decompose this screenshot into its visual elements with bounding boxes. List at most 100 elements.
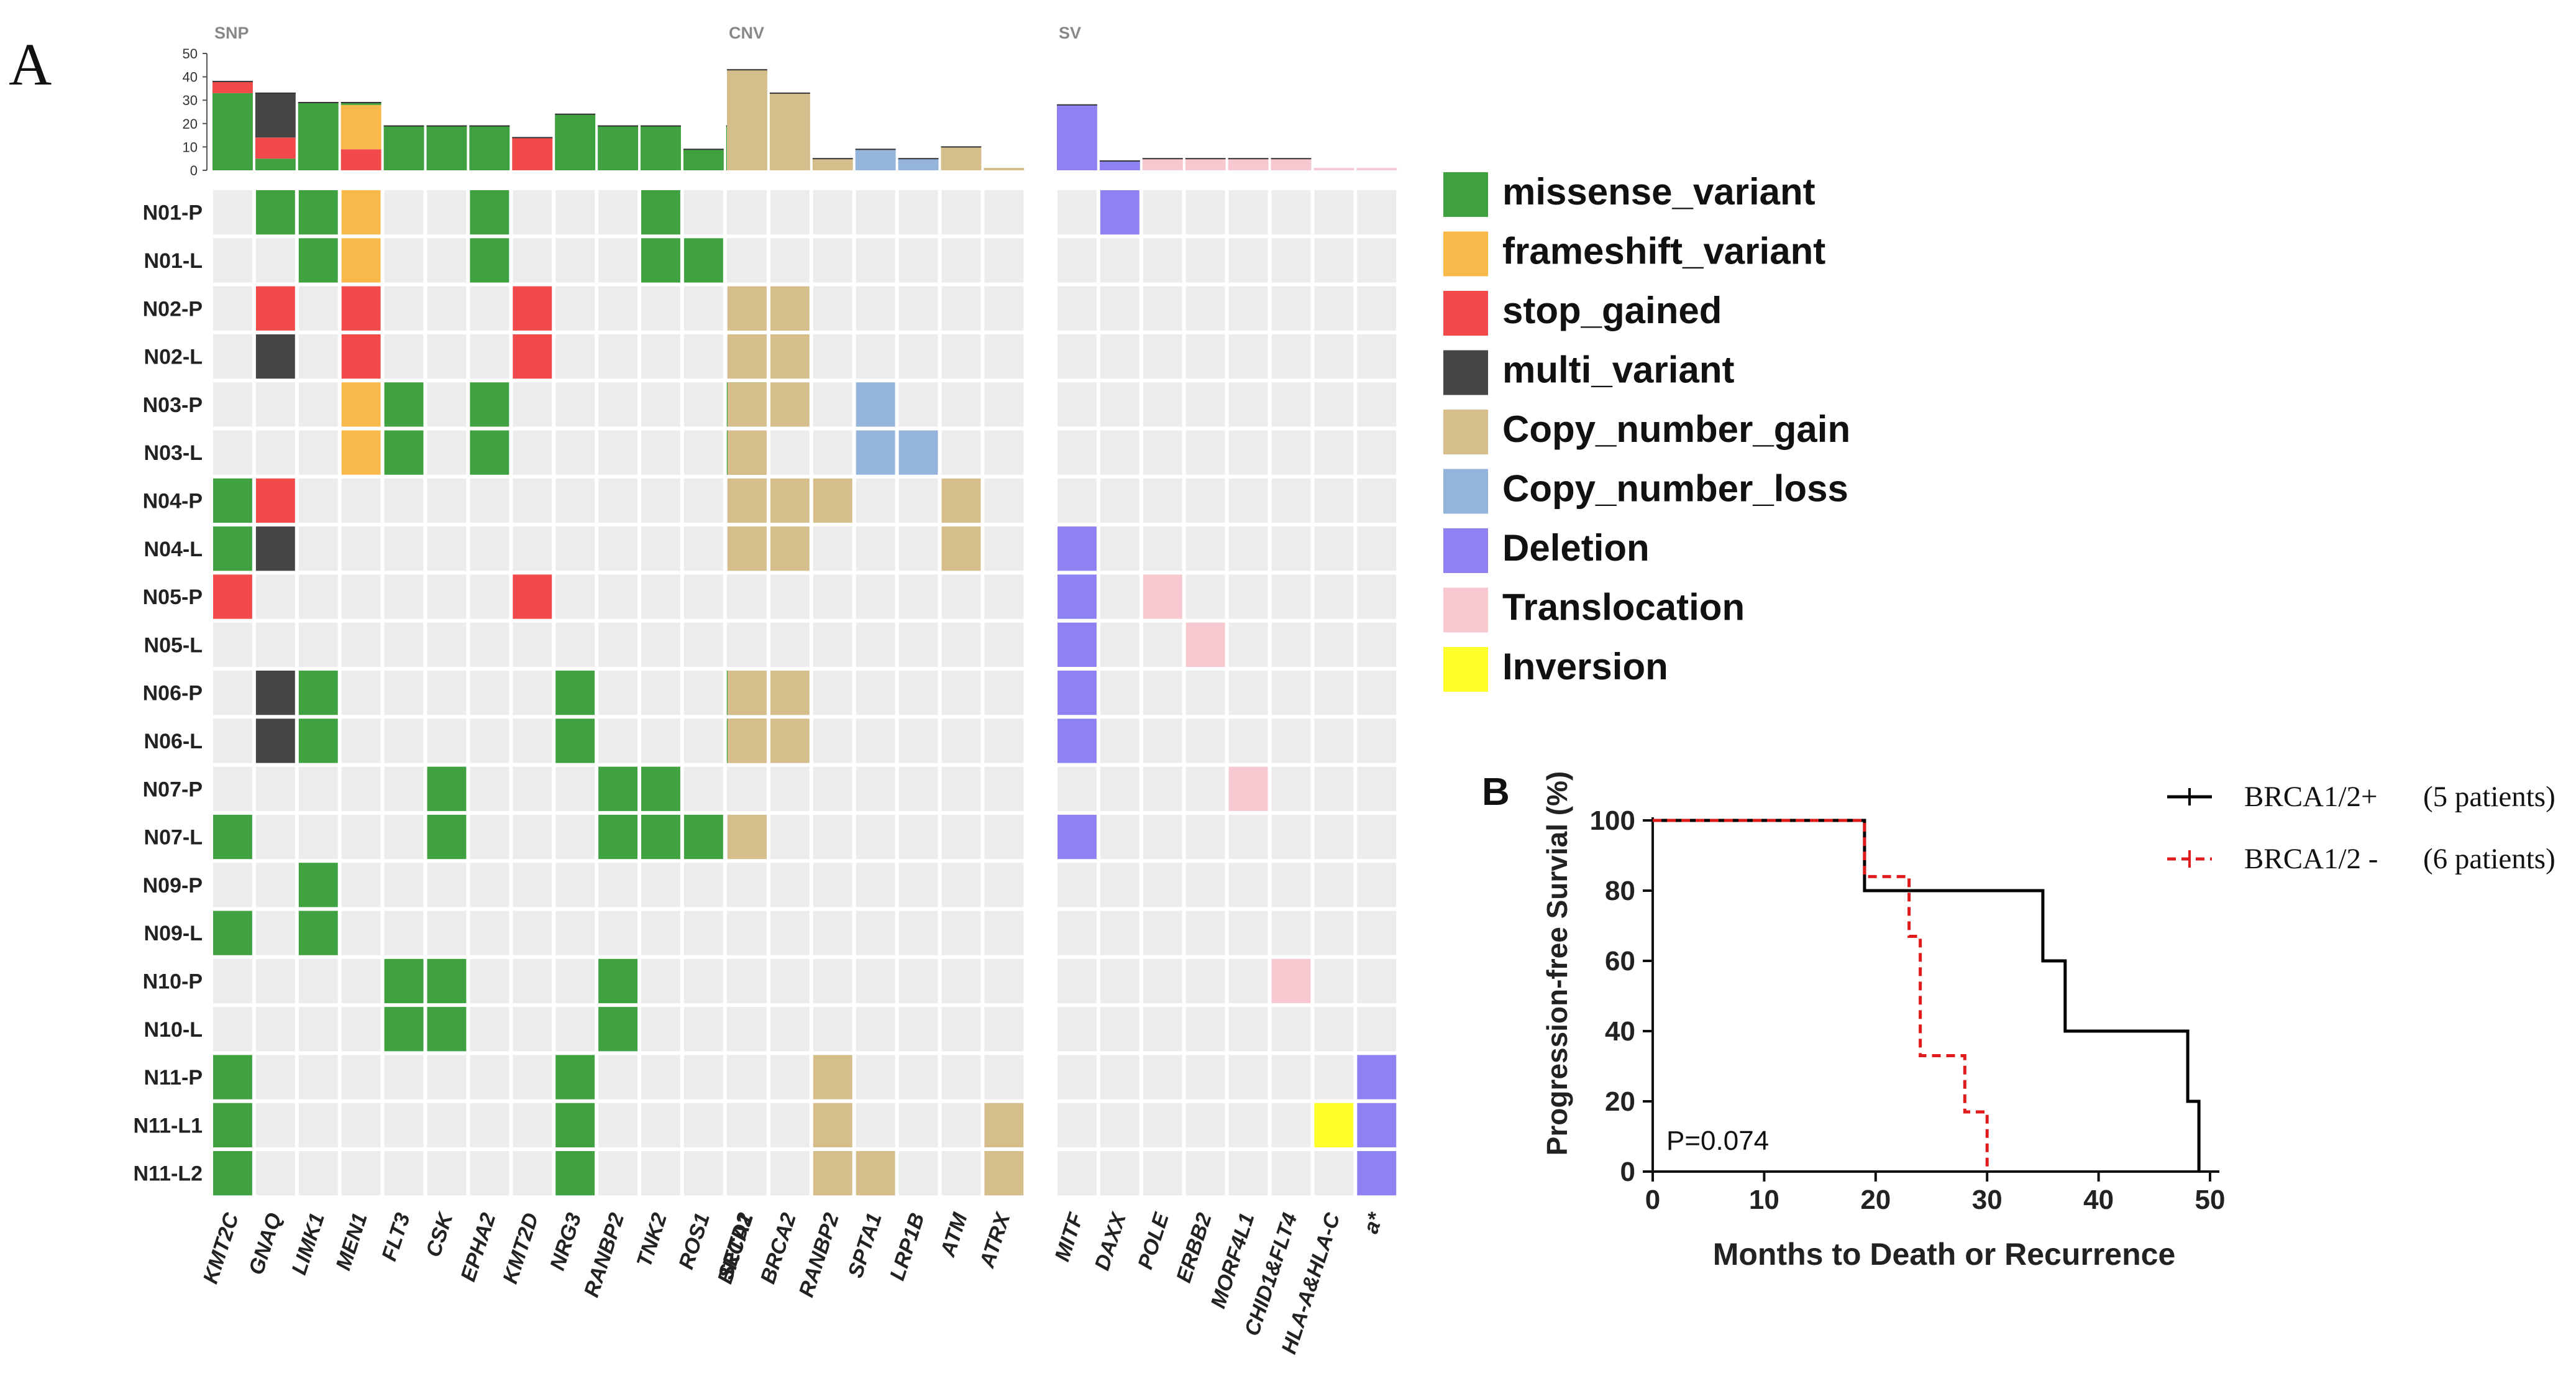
cell-N07-P-none (728, 766, 767, 811)
cell-N06-L-multi_variant (255, 718, 295, 763)
cell-N03-L-none (984, 430, 1024, 475)
cell-N10-P-none (728, 958, 767, 1004)
km-y-tick-label: 40 (1605, 1016, 1635, 1047)
cell-N09-L-none (728, 911, 767, 955)
cell-N02-P-none (813, 286, 852, 331)
cell-N02-P-stop_gained (513, 286, 552, 331)
cell-N07-P-none (555, 766, 595, 811)
gene-label: RANBP2 (580, 1210, 629, 1300)
cell-N03-P-none (427, 382, 467, 427)
cell-N03-P-none (555, 382, 595, 427)
cell-N04-P-none (1185, 478, 1225, 523)
cell-N02-P-none (941, 286, 981, 331)
cell-N10-P-none (470, 958, 509, 1004)
cell-N09-P-none (641, 863, 680, 907)
cell-N11-L1-none (1143, 1103, 1182, 1147)
cell-N11-P-none (384, 1055, 424, 1099)
cell-N11-P-none (598, 1055, 637, 1099)
cell-N03-L-none (1228, 430, 1268, 475)
cell-N11-L1-none (384, 1103, 424, 1147)
top-bar-tick-label: 0 (190, 163, 198, 178)
cell-N01-L-missense_variant (683, 238, 723, 283)
cell-N04-L-none (555, 526, 595, 571)
cell-N04-L-none (1185, 526, 1225, 571)
cell-N09-L-none (1185, 911, 1225, 955)
cell-N07-P-Translocation (1228, 766, 1268, 811)
cell-N10-P-none (1143, 958, 1182, 1004)
cell-N06-P-missense_variant (298, 671, 338, 715)
cell-N11-L2-none (1314, 1151, 1354, 1196)
gene-label: ROS1 (674, 1210, 715, 1272)
cell-N05-P-Translocation (1143, 574, 1182, 619)
cell-N03-P-none (598, 382, 637, 427)
cell-N03-P-none (513, 382, 552, 427)
cell-N10-L-none (1357, 1007, 1397, 1052)
cell-N10-P-missense_variant (598, 958, 637, 1004)
cell-N01-P-missense_variant (255, 190, 295, 235)
cell-N02-L-none (1228, 334, 1268, 379)
cell-N01-P-none (813, 190, 852, 235)
cell-N11-L2-none (683, 1151, 723, 1196)
legend-label-frameshift_variant: frameshift_variant (1502, 231, 1825, 272)
cell-N06-P-none (1357, 671, 1397, 715)
sample-label: N11-L2 (134, 1162, 203, 1186)
km-y-tick-label: 100 (1590, 805, 1635, 836)
cell-N11-L1-none (427, 1103, 467, 1147)
top-bar-chart: 0 10 20 30 40 50 (183, 46, 1397, 178)
cell-N01-P-none (984, 190, 1024, 235)
cell-N11-L1-Copy_number_gain (984, 1103, 1024, 1147)
cell-N01-P-none (1271, 190, 1311, 235)
cell-N02-L-stop_gained (341, 334, 381, 379)
cell-N03-P-none (1185, 382, 1225, 427)
cell-N01-P-none (598, 190, 637, 235)
cell-N04-L-none (813, 526, 852, 571)
cell-N03-L-frameshift_variant (341, 430, 381, 475)
legend-label-stop_gained: stop_gained (1502, 290, 1722, 331)
cell-N11-P-none (427, 1055, 467, 1099)
cell-N07-P-none (298, 766, 338, 811)
cell-N09-P-none (384, 863, 424, 907)
cell-N06-L-Copy_number_gain (770, 718, 810, 763)
cell-N01-L-none (856, 238, 895, 283)
cell-N10-P-none (683, 958, 723, 1004)
cell-N02-P-none (1057, 286, 1097, 331)
cell-N03-L-none (255, 430, 295, 475)
cell-N11-L1-none (1271, 1103, 1311, 1147)
cell-N01-L-none (555, 238, 595, 283)
cell-N07-P-none (683, 766, 723, 811)
cell-N10-P-none (298, 958, 338, 1004)
cell-N03-L-Copy_number_loss (856, 430, 895, 475)
legend-label-Copy_number_loss: Copy_number_loss (1502, 468, 1848, 510)
cell-N04-P-none (1271, 478, 1311, 523)
cell-N01-L-none (1143, 238, 1182, 283)
cell-N01-L-missense_variant (470, 238, 509, 283)
cell-N10-L-missense_variant (384, 1007, 424, 1052)
cell-N04-L-missense_variant (213, 526, 252, 571)
cell-N05-P-none (341, 574, 381, 619)
cell-N10-L-none (1271, 1007, 1311, 1052)
cell-N11-L1-none (683, 1103, 723, 1147)
cell-N04-L-none (1314, 526, 1354, 571)
cell-N09-P-none (1143, 863, 1182, 907)
panel-label-a: A (9, 31, 52, 98)
cell-N05-L-Deletion (1057, 622, 1097, 667)
cell-N10-L-none (1228, 1007, 1268, 1052)
cell-N07-P-none (1271, 766, 1311, 811)
cell-N11-P-none (941, 1055, 981, 1099)
cell-N07-L-none (298, 814, 338, 860)
top-bar-segment-missense_variant (340, 103, 381, 105)
cell-N01-L-none (598, 238, 637, 283)
cell-N11-L2-none (598, 1151, 637, 1196)
cell-N06-P-none (513, 671, 552, 715)
cell-N03-P-missense_variant (470, 382, 509, 427)
cell-N02-P-none (898, 286, 938, 331)
gene-label: GNAQ (244, 1210, 286, 1278)
cell-N05-L-none (1228, 622, 1268, 667)
cell-N07-L-missense_variant (598, 814, 637, 860)
group-label-snp: SNP (214, 24, 249, 42)
cell-N10-P-none (1100, 958, 1140, 1004)
cell-N05-P-none (1228, 574, 1268, 619)
cell-N09-L-none (1057, 911, 1097, 955)
legend-swatch-multi_variant (1443, 350, 1488, 395)
